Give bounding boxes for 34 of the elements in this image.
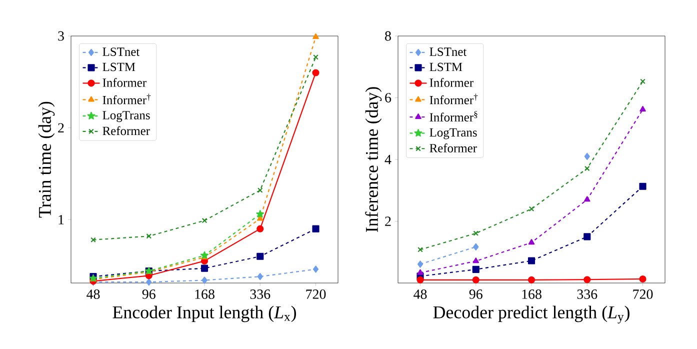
legend-label: LogTrans	[430, 128, 477, 140]
legend-label: LSTnet	[102, 48, 140, 56]
y-axis-title: Inference time (day)	[365, 87, 382, 232]
y-tick-label: 6	[385, 93, 392, 102]
legend-label: LogTrans	[102, 111, 150, 122]
y-tick-label: 2	[58, 123, 64, 132]
x-tick-label: 96	[469, 290, 482, 299]
legend-label: LSTM	[430, 62, 462, 72]
x-tick-label: 336	[250, 290, 270, 299]
legend-label: LSTM	[102, 62, 136, 72]
y-tick-label: 1	[58, 215, 64, 224]
y-tick-label: 8	[385, 31, 391, 41]
x-tick-label: 96	[142, 290, 156, 299]
y-tick-label: 4	[384, 154, 392, 164]
y-axis-title: Train time (day)	[38, 102, 55, 218]
x-tick-label: 720	[306, 290, 326, 299]
x-tick-label: 168	[195, 290, 214, 299]
x-tick-label: 720	[633, 290, 653, 299]
y-tick-label: 2	[385, 216, 391, 226]
x-tick-label: 168	[522, 290, 542, 299]
legend-label: Informer	[430, 78, 474, 87]
x-axis-title: Encoder Input length (L$_{x}$)	[112, 306, 296, 322]
x-tick-label: 48	[414, 290, 427, 299]
legend-label: Informer$^{†}$	[430, 94, 478, 104]
legend-label: Informer	[102, 78, 146, 87]
x-axis-title: Decoder predict length (L$_{y}$)	[433, 306, 630, 324]
y-tick-label: 3	[58, 31, 64, 41]
legend-label: Informer$^{†}$	[102, 94, 151, 104]
legend-label: Informer$^{§}$	[430, 111, 478, 122]
legend-label: Reformer	[430, 143, 477, 152]
x-tick-label: 336	[577, 290, 598, 299]
legend-label: LSTnet	[430, 48, 467, 56]
legend-label: Reformer	[102, 126, 150, 136]
x-tick-label: 48	[86, 290, 100, 299]
